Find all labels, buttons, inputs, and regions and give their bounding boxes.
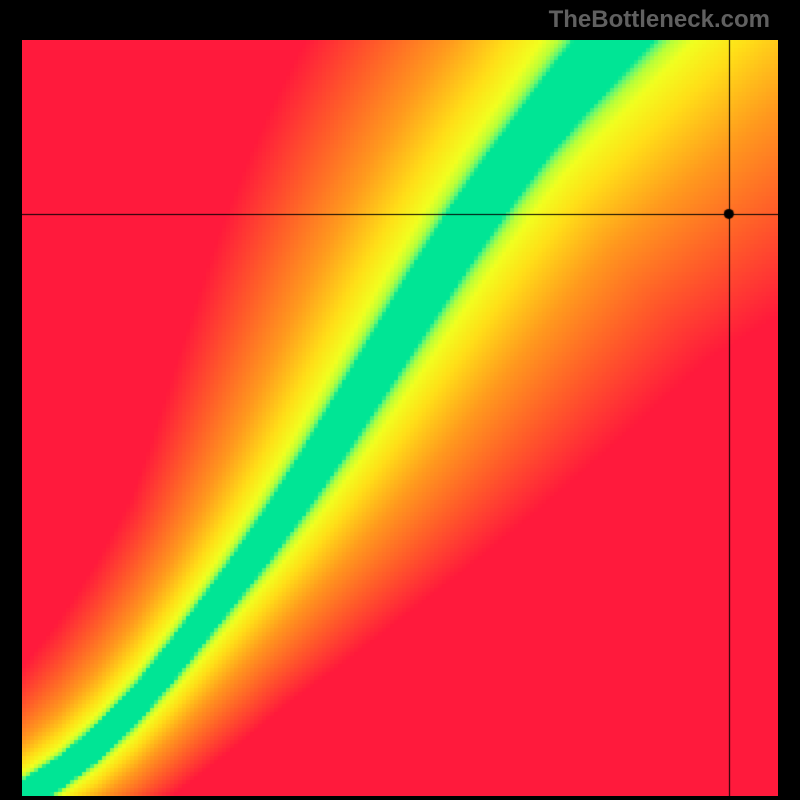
bottleneck-heatmap <box>22 40 778 796</box>
watermark-text: TheBottleneck.com <box>549 6 770 34</box>
chart-container: TheBottleneck.com <box>0 0 800 800</box>
